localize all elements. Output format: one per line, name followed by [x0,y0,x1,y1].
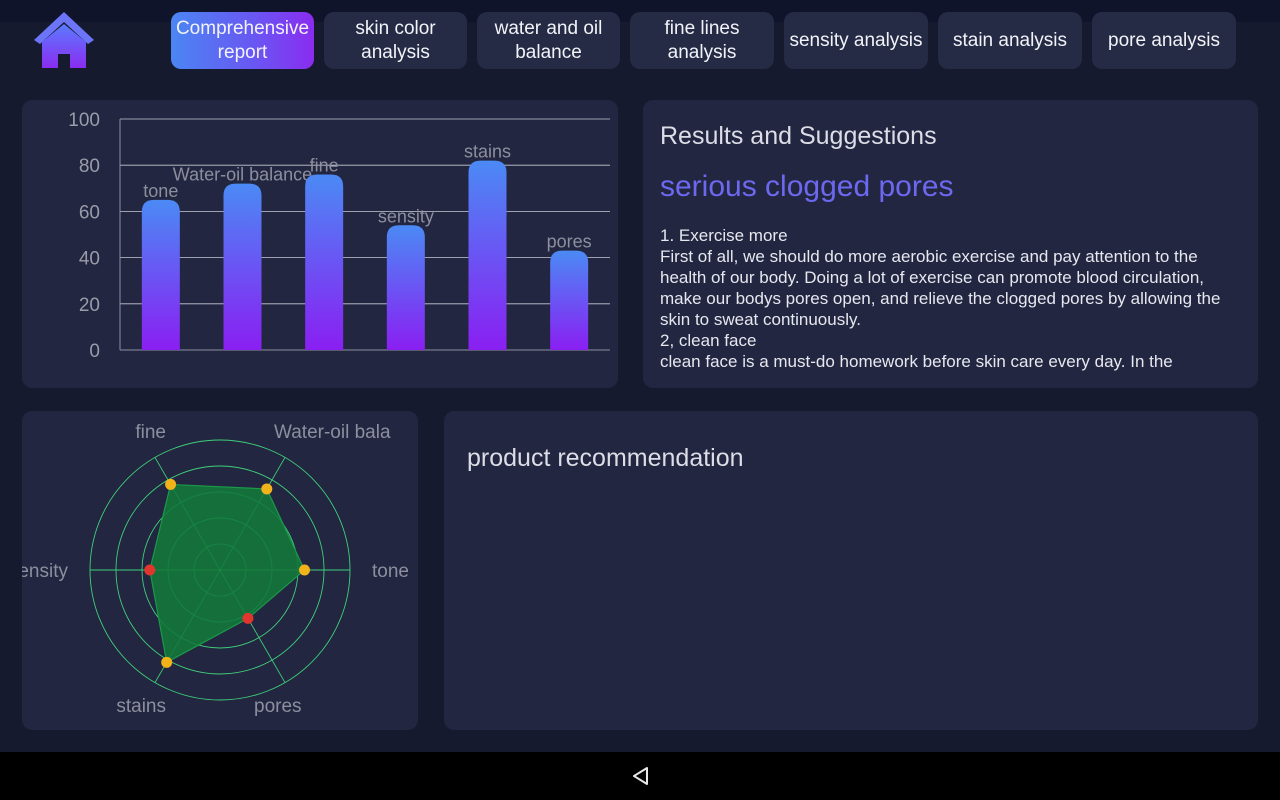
radar-axis-label: Water-oil bala [274,422,391,443]
bar-category-label: stains [464,142,511,162]
y-tick-label: 80 [79,156,100,177]
bar[interactable] [386,225,425,350]
y-tick-label: 60 [79,202,100,223]
tab-comprehensive-report[interactable]: Comprehensive report [171,12,314,69]
radar-point[interactable] [161,656,173,668]
radar-area [149,483,306,664]
radar-point[interactable] [144,564,156,576]
bar[interactable] [468,160,507,350]
y-tick-label: 40 [79,249,100,270]
radar-axis-label: sensity [22,561,68,582]
tab-fine-lines-analysis[interactable]: fine lines analysis [630,12,774,69]
radar-chart-panel: tone Water-oil bala fine sensity stains pores [22,411,418,730]
results-title: Results and Suggestions [660,122,937,150]
y-tick-label: 100 [68,110,100,131]
tab-water-oil-balance[interactable]: water and oil balance [477,12,620,69]
y-tick-label: 20 [79,295,100,316]
tab-skin-color-analysis[interactable]: skin color analysis [324,12,467,69]
bar-category-label: Water-oil balance [173,165,312,185]
bar-chart-panel: 0 20 40 60 80 100 tone Water-oil balance fine sen… [22,100,618,388]
bar[interactable] [550,250,589,350]
bar-category-label: tone [143,181,178,201]
bar-category-label: fine [310,155,339,175]
y-tick-label: 0 [89,341,100,362]
radar-chart: tone Water-oil bala fine sensity stains pores [22,422,409,717]
radar-point[interactable] [261,483,273,495]
tab-sensity-analysis[interactable]: sensity analysis [784,12,928,69]
radar-point[interactable] [165,478,177,490]
bar[interactable] [141,199,180,350]
results-headline: serious clogged pores [660,170,954,203]
tab-stain-analysis[interactable]: stain analysis [938,12,1082,69]
bar-category-label: pores [547,232,592,252]
back-triangle-icon[interactable] [630,765,652,787]
bar-category-label: sensity [378,206,434,226]
bar[interactable] [305,174,344,350]
radar-point[interactable] [299,564,310,576]
results-panel: Results and Suggestions serious clogged … [643,100,1258,388]
radar-axis-label: tone [372,561,409,582]
radar-axis-label: pores [254,696,302,717]
navigation-bar [0,752,1280,800]
analysis-tabs: Comprehensive report skin color analysis… [0,12,1280,70]
radar-axis-label: stains [116,696,166,717]
radar-axis-label: fine [135,422,166,443]
bar[interactable] [223,183,262,350]
radar-point[interactable] [242,612,254,624]
home-button[interactable] [30,8,98,72]
product-panel: product recommendation [444,411,1258,730]
tab-pore-analysis[interactable]: pore analysis [1092,12,1236,69]
home-icon [34,12,94,68]
product-title: product recommendation [467,444,744,472]
results-body[interactable]: 1. Exercise more First of all, we should… [660,226,1221,371]
